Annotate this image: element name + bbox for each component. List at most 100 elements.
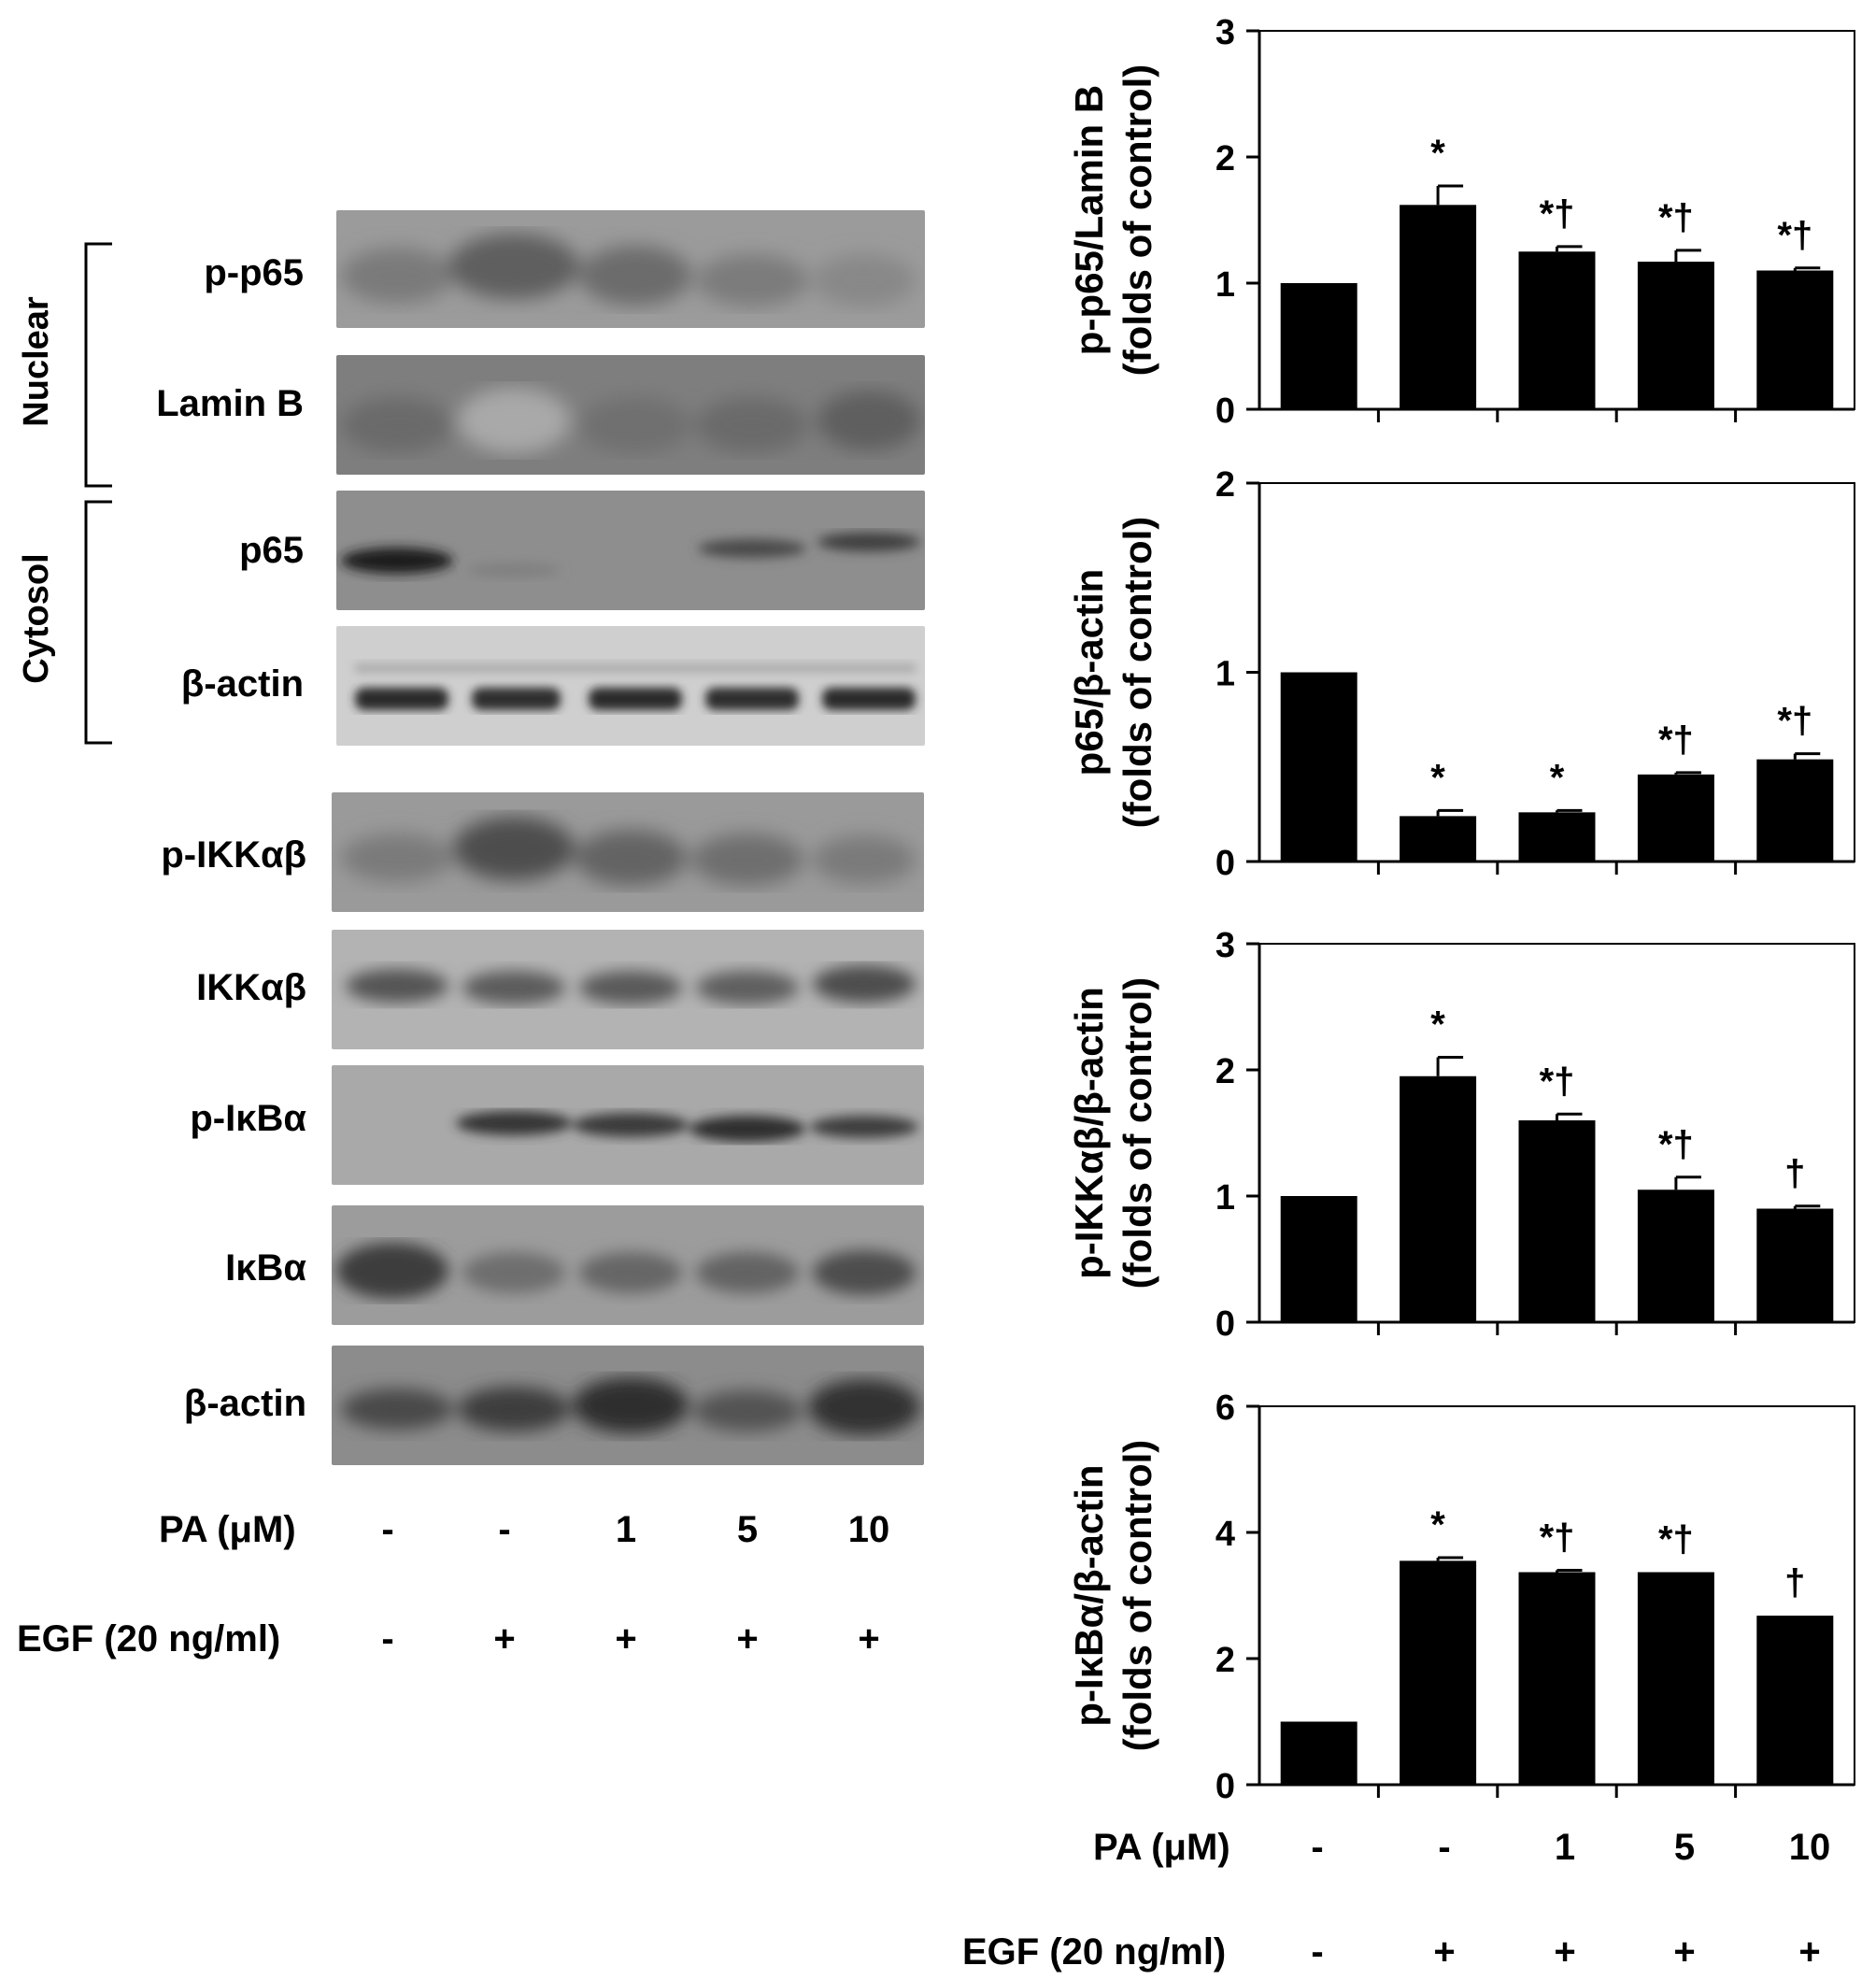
significance-label: * [1430,1004,1445,1046]
blot-pa-value: - [381,1509,394,1550]
y-tick-label: 0 [1215,844,1235,883]
y-axis-label-unit: (folds of control) [1116,977,1159,1289]
band-label-p-p65: p-p65 [204,252,304,293]
bar [1400,205,1477,409]
charts-egf-value: + [1433,1931,1456,1973]
bar [1280,672,1357,862]
band-label-ikba: IκBα [225,1247,306,1289]
blot-pa-value: 10 [847,1509,890,1550]
bar [1756,1616,1834,1785]
charts-pa-value: 10 [1788,1827,1831,1868]
charts-egf-value: + [1798,1931,1821,1973]
y-tick-label: 0 [1215,1304,1235,1344]
charts-egf-value: + [1554,1931,1576,1973]
bar [1280,1721,1357,1785]
significance-label: * [1550,757,1565,798]
blot-strip-beta-actin [332,1346,924,1465]
significance-label: *† [1658,197,1694,238]
bar [1756,1208,1834,1322]
y-tick-label: 2 [1215,1052,1235,1091]
y-axis-label-unit: (folds of control) [1116,517,1159,829]
y-tick-label: 2 [1215,1641,1235,1680]
blot-pa-label: PA (μM) [159,1509,296,1550]
y-axis-label: p-p65/Lamin B [1067,85,1111,355]
y-tick-label: 0 [1215,392,1235,431]
bar [1518,812,1596,862]
blot-egf-value: + [858,1618,880,1659]
y-axis-label: p-IκBα/β-actin [1067,1464,1111,1726]
band-label-beta-actin-cytosol: β-actin [180,663,304,705]
y-axis-label: p-IKKαβ/β-actin [1067,987,1111,1279]
y-tick-label: 3 [1215,926,1235,965]
significance-label: † [1784,1153,1805,1194]
y-tick-label: 4 [1215,1515,1235,1554]
significance-label: * [1430,757,1445,798]
significance-label: *† [1540,193,1575,235]
bar [1518,1572,1596,1785]
bar [1400,1560,1477,1785]
charts-egf-value: + [1673,1931,1696,1973]
band-label-p65: p65 [239,530,304,571]
bar [1637,1572,1714,1785]
y-tick-label: 1 [1215,1178,1235,1218]
charts-egf-value: - [1311,1931,1324,1973]
bar-chart-panel: 0 1 2 * * *† *† p65/β-actin (folds of control) [1067,465,1855,883]
bar [1280,283,1357,409]
y-tick-label: 6 [1215,1389,1235,1428]
bar-chart-panel: 0 1 2 3 * *† *† † p-IKKαβ/β-actin (folds of contr… [1067,926,1855,1344]
charts-egf-label: EGF (20 ng/ml) [962,1931,1227,1973]
blot-pa-value: 5 [736,1509,759,1550]
bar [1400,1075,1477,1322]
y-tick-label: 2 [1215,465,1235,505]
significance-label: *† [1540,1517,1575,1559]
cytosol-bracket [84,500,112,745]
band-label-ikk: IKKαβ [196,967,306,1008]
bar [1637,1189,1714,1322]
blot-egf-label: EGF (20 ng/ml) [17,1618,281,1659]
charts-pa-value: 5 [1673,1827,1696,1868]
significance-label: *† [1658,1519,1694,1560]
y-axis-label: p65/β-actin [1067,569,1111,776]
y-tick-label: 1 [1215,655,1235,694]
significance-label: *† [1777,701,1812,742]
nuclear-bracket [84,242,112,488]
blot-strip-p-p65 [336,210,925,328]
bar-chart-panel: 0 1 2 3 * *† *† *† p-p65/Lamin B (folds of contro… [1067,13,1855,431]
y-axis-label-unit: (folds of control) [1116,64,1159,377]
bar [1280,1196,1357,1322]
significance-label: *† [1540,1061,1575,1102]
bar [1518,251,1596,409]
group-brackets [84,242,112,745]
bar [1756,270,1834,409]
significance-label: *† [1777,215,1812,256]
charts-pa-value: 1 [1554,1827,1576,1868]
band-label-p-ikba: p-IκBα [190,1098,306,1139]
blot-egf-value: - [381,1618,394,1659]
significance-label: † [1784,1562,1805,1603]
charts-pa-label: PA (μM) [1093,1827,1230,1868]
charts-pa-value: - [1438,1827,1451,1868]
blot-pa-value: 1 [615,1509,637,1550]
blot-strip-ikk [332,930,924,1049]
y-tick-label: 2 [1215,139,1235,178]
blot-strip-p-ikba [332,1065,924,1185]
y-tick-label: 0 [1215,1767,1235,1806]
y-tick-label: 3 [1215,13,1235,52]
blot-egf-value: + [615,1618,637,1659]
bar-chart-panel: 0 2 4 6 * *† *† † p-IκBα/β-actin (folds of contro… [1067,1389,1855,1806]
blot-strip-lamin-b [336,355,925,475]
blot-strip-beta-actin-cytosol [336,626,925,746]
bar [1756,759,1834,862]
significance-label: * [1430,133,1445,174]
band-label-p-ikk: p-IKKαβ [161,834,306,876]
blot-strip-p-ikk [332,792,924,912]
charts-pa-value: - [1311,1827,1324,1868]
significance-label: *† [1658,719,1694,761]
bar [1637,262,1714,409]
bar [1400,816,1477,862]
y-axis-label-unit: (folds of control) [1116,1440,1159,1752]
blot-pa-value: - [498,1509,511,1550]
blot-egf-value: + [493,1618,516,1659]
significance-label: * [1430,1504,1445,1546]
